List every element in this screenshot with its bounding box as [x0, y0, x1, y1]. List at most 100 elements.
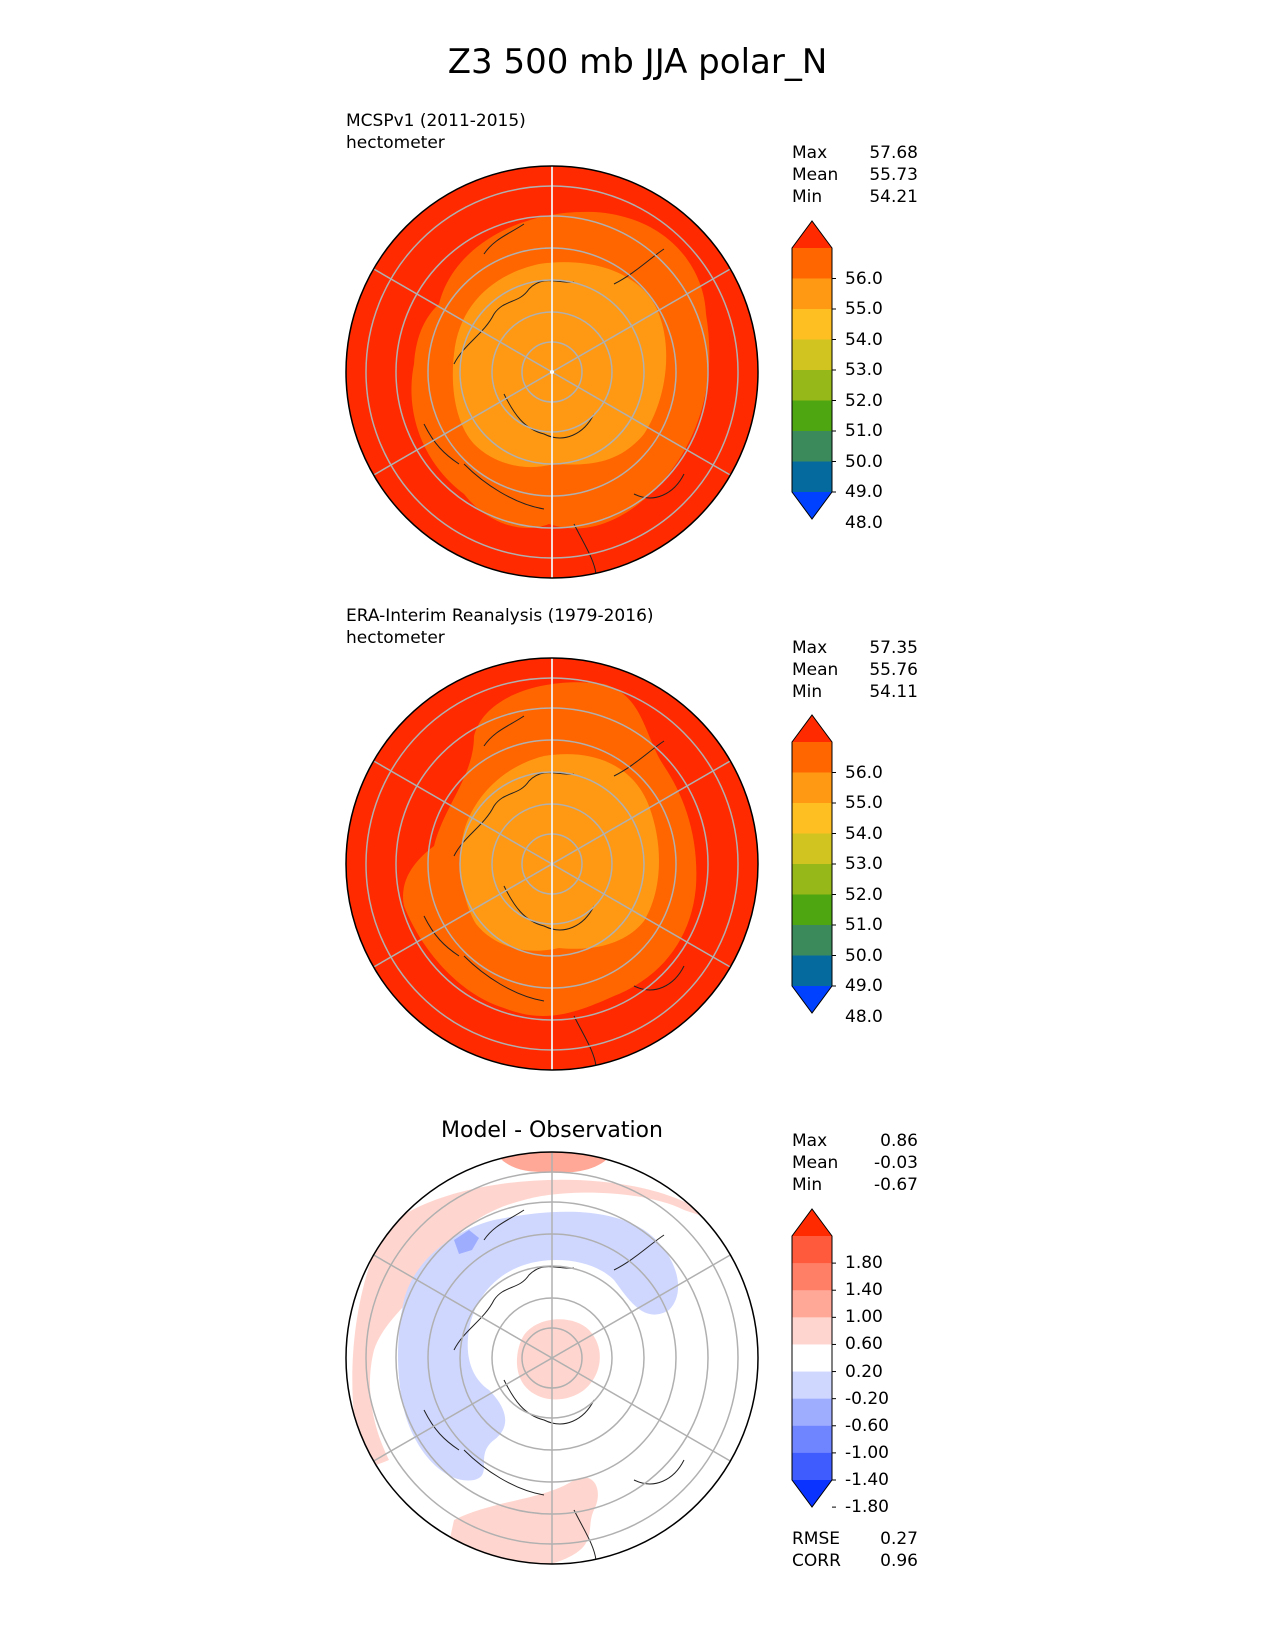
field-54-region	[460, 754, 660, 951]
stat-value: 0.96	[880, 1551, 918, 1571]
stats-box: Max 57.68 Mean 55.73 Min 54.21	[792, 142, 918, 208]
colorbar-segment	[792, 1236, 832, 1264]
stat-value: 57.68	[869, 143, 918, 163]
colorbar-tick-label: 55.0	[845, 793, 883, 813]
stat-name: Mean	[792, 660, 839, 680]
panel-label: ERA-Interim Reanalysis (1979-2016)	[346, 606, 654, 626]
stat-name: Min	[792, 682, 823, 702]
map-boundary	[345, 657, 759, 1071]
colorbar-extend-bottom	[792, 986, 832, 1013]
colorbar-segment	[792, 461, 832, 493]
colorbar-model	[791, 220, 836, 520]
colorbar-segment	[792, 955, 832, 987]
stats-box: Max 57.35 Mean 55.76 Min 54.11	[792, 637, 918, 703]
stat-max: Max 57.68	[792, 142, 918, 164]
figure-title: Z3 500 mb JJA polar_N	[447, 42, 828, 82]
stat-name: Max	[792, 638, 828, 658]
colorbar-tick-label: 49.0	[845, 482, 883, 502]
colorbar-tick-label: 1.40	[845, 1280, 883, 1301]
diff-pos-center	[516, 1319, 600, 1400]
colorbar-segment	[792, 925, 832, 956]
error-stats-box: RMSE 0.27 CORR 0.96	[792, 1528, 918, 1572]
stat-value: 57.35	[869, 638, 918, 658]
colorbar-segment	[792, 370, 832, 401]
colorbar-segment	[792, 278, 832, 310]
colorbar-tick-label: 53.0	[845, 360, 883, 380]
panel-label: MCSPv1 (2011-2015)	[346, 111, 526, 131]
panel-label: Model - Observation	[441, 1118, 663, 1143]
panel-units: hectometer	[346, 628, 445, 648]
colorbar-segment	[792, 1344, 832, 1373]
stat-mean: Mean 55.73	[792, 164, 918, 186]
colorbar-tick-label: 49.0	[845, 976, 883, 996]
stat-name: Min	[792, 187, 823, 207]
polar-map-model	[345, 165, 759, 579]
colorbar-tick-label: 56.0	[845, 268, 883, 289]
colorbar-diff	[791, 1208, 836, 1508]
colorbar-tick-label: 1.80	[845, 1253, 883, 1274]
stat-min: Min 54.21	[792, 186, 918, 208]
colorbar-segment	[792, 309, 832, 340]
colorbar-segment	[792, 742, 832, 773]
colorbar-segment	[792, 1398, 832, 1427]
stats-box: Max 0.86 Mean -0.03 Min -0.67	[792, 1130, 918, 1196]
colorbar-tick-label: 52.0	[845, 390, 883, 411]
colorbar-segment	[792, 248, 832, 279]
colorbar-tick-label: 50.0	[845, 451, 883, 472]
stat-corr: CORR 0.96	[792, 1550, 918, 1572]
polar-map-diff	[345, 1151, 759, 1565]
coastline	[423, 715, 685, 1067]
stat-max: Max 0.86	[792, 1130, 918, 1152]
stat-value: -0.03	[874, 1153, 918, 1173]
colorbar-tick-label: -0.20	[845, 1388, 889, 1409]
colorbar-tick-label: -1.00	[845, 1442, 889, 1463]
colorbar-tick-label: -1.40	[845, 1470, 889, 1490]
colorbar-extend-bottom	[792, 1480, 832, 1507]
map-boundary	[345, 165, 759, 579]
stat-name: Max	[792, 1131, 828, 1151]
stat-value: 55.76	[869, 660, 918, 680]
stat-name: Mean	[792, 165, 839, 185]
colorbar-tick-label: 53.0	[845, 854, 883, 874]
colorbar-tick-label: 52.0	[845, 884, 883, 905]
colorbar-segment	[792, 864, 832, 895]
panel-diff: Model - Observation Max 0.86 Mean -0.03 Mi…	[0, 0, 1275, 1571]
colorbar-tick-label: 0.20	[845, 1361, 883, 1382]
colorbar-extend-top	[792, 715, 832, 742]
colorbar-segment	[792, 1371, 832, 1400]
colorbar-segment	[792, 339, 832, 371]
colorbar-tick-label: 50.0	[845, 945, 883, 966]
colorbar-segment	[792, 1425, 832, 1454]
colorbar-obs	[791, 714, 836, 1014]
colorbar-tick-label: 0.60	[845, 1334, 883, 1355]
colorbar-segment	[792, 894, 832, 926]
colorbar-segment	[792, 1317, 832, 1345]
stat-name: Max	[792, 143, 828, 163]
coastline	[423, 223, 685, 575]
graticule	[365, 1152, 739, 1564]
colorbar-segment	[792, 1263, 832, 1291]
stat-value: -0.67	[874, 1175, 918, 1195]
colorbar-tick-label: -0.60	[845, 1415, 889, 1436]
polar-map-obs	[345, 657, 759, 1071]
stat-name: CORR	[792, 1551, 841, 1571]
colorbar-tick-label: 56.0	[845, 762, 883, 783]
colorbar-segment	[792, 833, 832, 865]
stat-value: 54.11	[869, 682, 918, 702]
diff-neg-patch	[454, 1230, 479, 1254]
diff-neg-region	[398, 1211, 679, 1481]
coastline	[423, 1209, 685, 1561]
stat-value: 0.27	[880, 1529, 918, 1549]
colorbar-tick-label: 55.0	[845, 299, 883, 319]
stat-name: Mean	[792, 1153, 839, 1173]
stat-value: 0.86	[880, 1131, 918, 1151]
colorbar-tick-label: 1.00	[845, 1307, 883, 1328]
colorbar-segment	[792, 1290, 832, 1318]
colorbar-tick-label: 54.0	[845, 329, 883, 350]
stat-value: 54.21	[869, 187, 918, 207]
colorbar-tick-label: 54.0	[845, 823, 883, 844]
stat-name: Min	[792, 1175, 823, 1195]
colorbar-tick-label: -1.80	[845, 1497, 889, 1518]
colorbar-tick-label: 48.0	[845, 512, 883, 533]
colorbar-tick-label: 51.0	[845, 915, 883, 935]
